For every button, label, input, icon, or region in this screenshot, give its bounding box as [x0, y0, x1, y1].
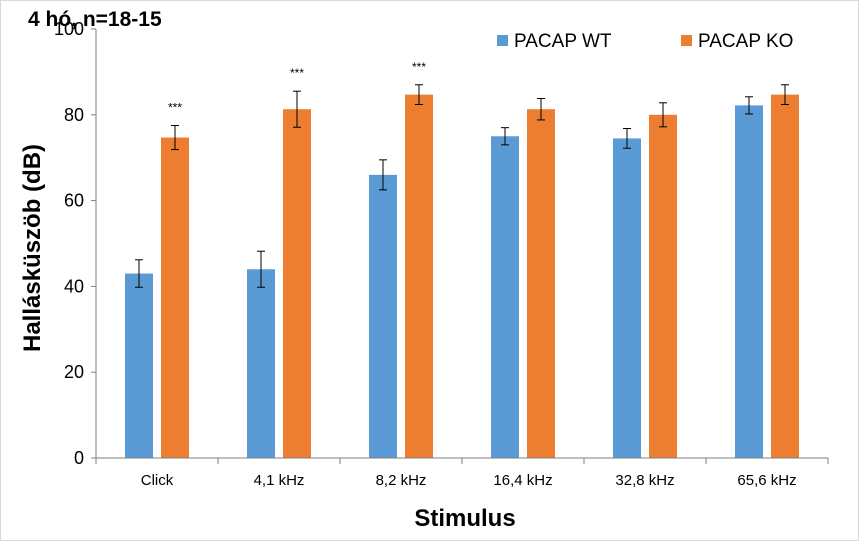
x-axis-title: Stimulus: [414, 505, 515, 532]
x-category-label: 32,8 kHz: [615, 472, 674, 489]
legend: PACAP WT PACAP KO: [497, 31, 793, 52]
bar-ko: [527, 109, 555, 459]
bar-ko: [405, 94, 433, 459]
legend-swatch-ko: [681, 35, 692, 46]
x-category-label: 4,1 kHz: [254, 472, 305, 489]
bar-wt: [247, 269, 275, 458]
bar-wt: [613, 138, 641, 458]
y-tick-label: 20: [64, 362, 84, 382]
x-axis-category-labels: Click 4,1 kHz 8,2 kHz 16,4 kHz 32,8 kHz 65,6 …: [95, 458, 829, 489]
y-tick-label: 100: [54, 19, 84, 39]
y-tick-label: 0: [74, 448, 84, 468]
x-category-label: Click: [141, 472, 174, 489]
bar-wt: [735, 105, 763, 458]
y-axis-title: Hallásküszöb (dB): [19, 144, 46, 352]
bar-ko: [161, 137, 189, 459]
legend-label-ko: PACAP KO: [698, 31, 793, 52]
significance-markers-group: *** *** ***: [168, 60, 426, 115]
error-bars-group: [135, 84, 789, 288]
bar-wt: [491, 136, 519, 458]
bar-ko: [771, 94, 799, 459]
y-tick-label: 80: [64, 105, 84, 125]
significance-marker: ***: [412, 60, 426, 74]
x-category-label: 65,6 kHz: [737, 472, 796, 489]
axes-group: [95, 29, 828, 459]
legend-label-wt: PACAP WT: [514, 31, 612, 52]
significance-marker: ***: [290, 66, 304, 80]
bar-ko: [283, 109, 311, 459]
y-axis-ticks: 0 20 40 60 80 100: [54, 19, 96, 468]
chart-title: 4 hó, n=18-15: [28, 8, 162, 31]
bar-wt: [369, 174, 397, 459]
x-category-label: 8,2 kHz: [376, 472, 427, 489]
bar-ko: [649, 114, 677, 459]
bar-wt: [125, 273, 153, 458]
y-tick-label: 60: [64, 191, 84, 211]
bars-group: [125, 94, 799, 459]
significance-marker: ***: [168, 101, 182, 115]
x-category-label: 16,4 kHz: [493, 472, 552, 489]
y-tick-label: 40: [64, 276, 84, 296]
legend-swatch-wt: [497, 35, 508, 46]
